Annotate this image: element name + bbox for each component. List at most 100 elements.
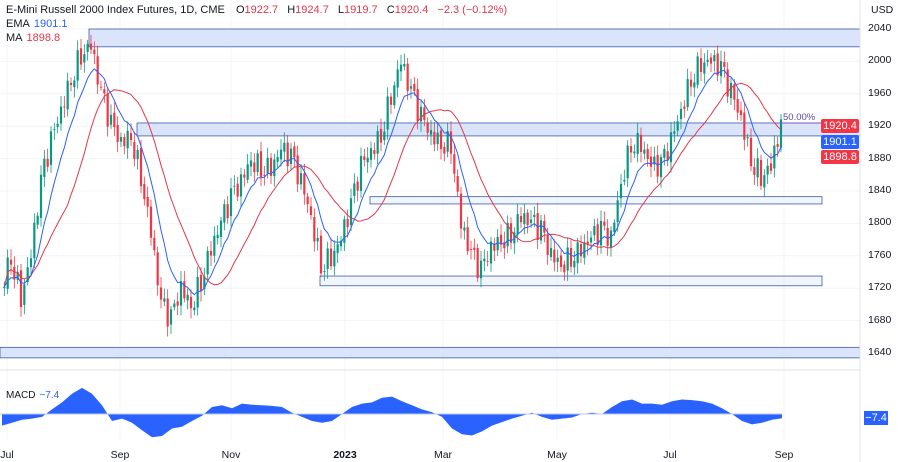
candle-body <box>486 260 489 262</box>
candle <box>29 249 33 277</box>
candle <box>279 139 283 167</box>
candle-body <box>446 131 449 152</box>
time-tick-label: Mar <box>433 449 453 461</box>
candle-body <box>3 286 6 289</box>
candle-body <box>73 80 76 88</box>
candle-body <box>716 53 719 76</box>
candle <box>319 229 323 277</box>
candle <box>169 305 173 334</box>
candle-body <box>476 248 479 278</box>
candle <box>389 92 393 114</box>
candle <box>173 299 176 311</box>
candle <box>593 218 596 242</box>
candle <box>293 141 296 168</box>
candle <box>529 210 533 228</box>
candle <box>229 177 233 227</box>
candle <box>693 73 696 98</box>
candle <box>93 41 96 64</box>
candle-body <box>469 249 473 250</box>
candle-body <box>313 217 316 242</box>
candle <box>636 122 639 163</box>
candle-body <box>566 247 569 271</box>
candle-body <box>683 106 686 109</box>
candle-body <box>306 196 309 205</box>
candle <box>193 301 196 316</box>
candle-body <box>496 236 499 251</box>
candle <box>353 173 356 204</box>
time-tick-label: Sep <box>774 449 794 461</box>
ohlc-open: O1922.7 <box>235 4 279 16</box>
candle <box>626 140 629 188</box>
candle-body <box>483 258 486 262</box>
candle <box>186 288 189 310</box>
candle-body <box>516 214 519 235</box>
candle <box>559 250 563 272</box>
candle <box>619 173 623 208</box>
candle <box>399 54 403 82</box>
candle <box>466 216 469 255</box>
candle <box>676 115 679 136</box>
candle-body <box>539 220 543 241</box>
candle-body <box>29 258 33 268</box>
candle <box>663 144 666 166</box>
candle-body <box>526 212 529 226</box>
candle-body <box>319 235 323 274</box>
candle-body <box>623 179 626 182</box>
candle-body <box>523 213 526 224</box>
candle-body <box>339 240 343 247</box>
candle-body <box>256 153 259 172</box>
candle <box>73 76 76 98</box>
candle-body <box>553 249 556 263</box>
candle-body <box>223 204 226 223</box>
candle-body <box>639 134 643 153</box>
candle <box>56 116 59 134</box>
candle-body <box>186 294 189 301</box>
candle <box>333 240 336 276</box>
candle <box>463 221 466 240</box>
candle <box>679 101 683 130</box>
candle-body <box>183 281 186 299</box>
candle-body <box>606 228 609 246</box>
candle <box>546 227 549 265</box>
candle <box>249 151 253 176</box>
candle-body <box>576 242 579 264</box>
ma-legend[interactable]: MA 1898.8 <box>6 32 61 44</box>
candle <box>259 141 263 187</box>
candle <box>486 250 489 267</box>
candle <box>359 147 363 198</box>
candle <box>639 127 643 163</box>
candle-body <box>753 167 756 175</box>
candle-body <box>759 160 763 186</box>
time-tick-label: Nov <box>221 449 241 461</box>
candle-body <box>233 185 236 187</box>
macd-histogram-area <box>2 387 782 438</box>
candle-body <box>363 156 366 160</box>
candle <box>146 186 149 218</box>
candle <box>436 123 439 151</box>
candle <box>69 77 73 92</box>
candle <box>329 238 333 271</box>
macd-legend[interactable]: MACD −7.4 <box>6 390 60 401</box>
candle-body <box>243 174 246 178</box>
candle <box>213 226 216 263</box>
ohlc-low: L1919.7 <box>337 4 378 16</box>
ema-legend[interactable]: EMA 1901.1 <box>6 18 68 30</box>
candle-body <box>449 131 453 154</box>
price-tick-label: 1960 <box>868 86 892 99</box>
candle <box>39 165 43 227</box>
candle-body <box>303 173 306 195</box>
candle-body <box>779 119 783 148</box>
candle <box>516 203 519 243</box>
candle-body <box>49 131 53 165</box>
candle-body <box>659 157 663 178</box>
candle <box>699 48 703 82</box>
candle <box>629 138 633 163</box>
candle-body <box>79 48 83 65</box>
candle <box>16 265 19 285</box>
candle-body <box>216 234 219 238</box>
candle-body <box>453 154 456 174</box>
currency-label[interactable]: USD <box>871 4 894 16</box>
candle <box>379 118 383 152</box>
candle <box>233 175 236 195</box>
